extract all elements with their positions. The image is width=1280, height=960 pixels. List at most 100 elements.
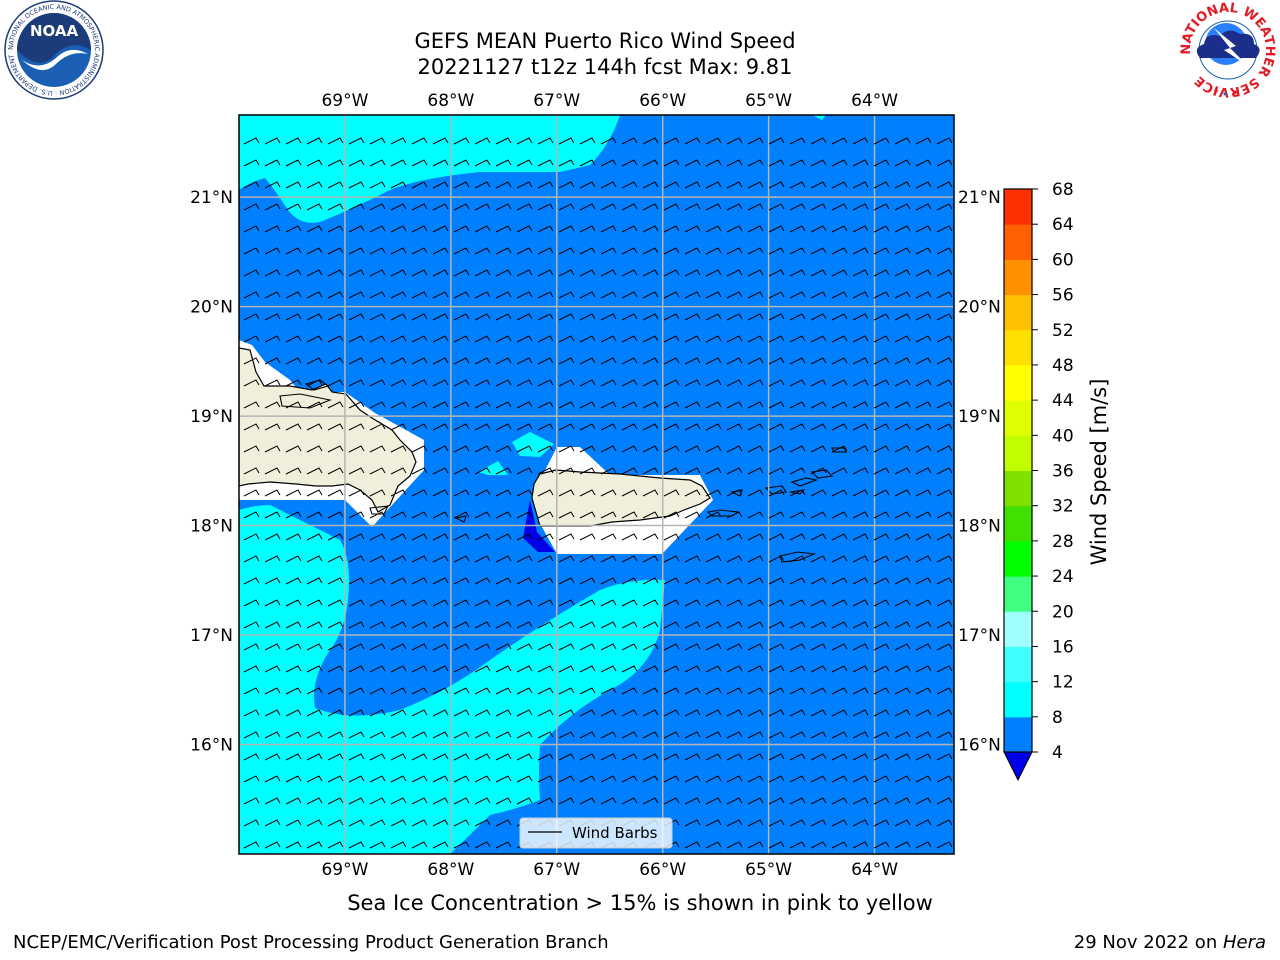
- wind-barb: [496, 864, 511, 870]
- wind-barb: [915, 841, 932, 849]
- wind-barb: [831, 247, 848, 255]
- wind-barb: [642, 533, 659, 541]
- wind-barb: [894, 159, 911, 167]
- wind-barb: [348, 203, 365, 211]
- wind-barb: [369, 599, 386, 607]
- wind-barb: [936, 225, 953, 233]
- wind-barb: [411, 137, 428, 145]
- wind-barb: [264, 313, 281, 321]
- colorbar-segment: [1004, 400, 1032, 436]
- wind-barb: [474, 357, 491, 365]
- wind-barb: [768, 753, 785, 761]
- wind-barb: [579, 357, 596, 365]
- wind-barb: [432, 709, 449, 717]
- wind-barb: [285, 819, 302, 827]
- wind-barb: [369, 445, 386, 453]
- wind-barb: [348, 445, 365, 453]
- wind-barb: [873, 159, 890, 167]
- wind-barb: [537, 467, 554, 475]
- wind-barb: [369, 643, 386, 651]
- wind-barb: [243, 643, 260, 651]
- wind-barb: [663, 687, 680, 695]
- wind-barb: [915, 709, 932, 717]
- wind-barb: [915, 335, 932, 343]
- wind-barb: [453, 137, 470, 145]
- wind-barb: [369, 159, 386, 167]
- wind-barb: [705, 247, 722, 255]
- colorbar-tick-label: 36: [1052, 462, 1074, 482]
- wind-barb: [390, 643, 407, 651]
- wind-barb: [621, 225, 638, 233]
- wind-barb: [453, 731, 470, 739]
- wind-barb: [600, 159, 617, 167]
- wind-barb: [768, 489, 785, 497]
- wind-barb: [936, 247, 953, 255]
- wind-barb: [600, 203, 617, 211]
- wind-barb: [348, 841, 365, 849]
- wind-barb: [558, 621, 575, 629]
- wind-barb: [306, 291, 323, 299]
- wind-barb: [579, 401, 596, 409]
- wind-barb: [852, 819, 869, 827]
- wind-barb: [600, 379, 617, 387]
- wind-barb: [264, 137, 281, 145]
- wind-barb: [915, 643, 932, 651]
- wind-barb: [453, 467, 470, 475]
- colorbar-tick-label: 4: [1052, 743, 1063, 763]
- wind-barb: [852, 533, 869, 541]
- wind-barb: [915, 357, 932, 365]
- wind-barb: [306, 225, 323, 233]
- wind-barb: [474, 577, 491, 585]
- wind-barb: [894, 555, 911, 563]
- wind-barb: [474, 401, 491, 409]
- wind-barb: [831, 665, 848, 673]
- wind-barb: [306, 797, 323, 805]
- left-lat-tick-label: 17°N: [190, 626, 233, 646]
- wind-barb: [915, 313, 932, 321]
- wind-barb: [432, 533, 449, 541]
- wind-barb: [516, 643, 533, 651]
- wind-barb: [810, 225, 827, 233]
- wind-barb: [579, 445, 596, 453]
- wind-barb: [936, 401, 953, 409]
- wind-barb: [285, 687, 302, 695]
- wind-barb: [600, 555, 617, 563]
- wind-barb: [831, 775, 848, 783]
- wind-barb: [264, 159, 281, 167]
- wind-barb: [285, 401, 302, 409]
- wind-barb: [768, 599, 785, 607]
- wind-barb: [264, 203, 281, 211]
- wind-barb: [348, 313, 365, 321]
- wind-barb: [411, 511, 428, 519]
- wind-barb: [579, 225, 596, 233]
- svg-text:★: ★: [1232, 89, 1238, 97]
- top-lon-tick-label: 66°W: [639, 91, 686, 111]
- wind-barb: [768, 819, 785, 827]
- colorbar-tick-label: 28: [1052, 532, 1074, 552]
- wind-barb: [642, 357, 659, 365]
- wind-barb: [264, 621, 281, 629]
- wind-barb: [390, 621, 407, 629]
- wind-barb: [537, 577, 554, 585]
- wind-barb: [558, 577, 575, 585]
- wind-barb: [306, 555, 323, 563]
- wind-barb: [327, 445, 344, 453]
- wind-barb: [327, 467, 344, 475]
- left-lat-tick-label: 21°N: [190, 188, 233, 208]
- wind-barb: [558, 797, 575, 805]
- wind-barb: [915, 291, 932, 299]
- wind-barb: [789, 797, 806, 805]
- wind-barb: [684, 577, 701, 585]
- wind-barb: [915, 203, 932, 211]
- wind-barb: [810, 379, 827, 387]
- wind-barb: [642, 379, 659, 387]
- wind-barb: [831, 753, 848, 761]
- wind-barb: [726, 445, 743, 453]
- wind-barb: [621, 357, 638, 365]
- wind-barb: [915, 753, 932, 761]
- wind-barb: [516, 797, 533, 805]
- colorbar-segment: [1004, 716, 1032, 753]
- wind-barb: [243, 599, 260, 607]
- wind-barb: [705, 137, 722, 145]
- wind-barb: [264, 709, 281, 717]
